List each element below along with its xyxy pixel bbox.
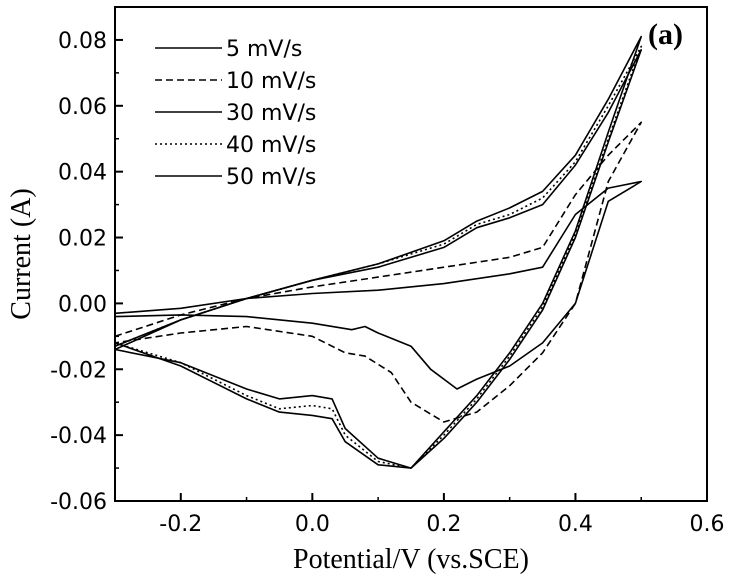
- ticks: [114, 38, 708, 502]
- y-tick-label: 0.02: [58, 227, 107, 252]
- y-axis-title: Current (A): [6, 188, 37, 319]
- tick-labels: -0.2 0.0 0.2 0.4 0.6 -0.06 -0.04 -0.02 0.00 0.02 0…: [50, 29, 724, 537]
- series-line-3: [114, 35, 643, 469]
- series-lines: [114, 35, 643, 469]
- x-tick-label: 0.4: [558, 512, 593, 537]
- legend-label-3: 30 mV/s: [226, 101, 316, 126]
- legend-label-4: 40 mV/s: [226, 133, 316, 158]
- y-tick-label: 0.04: [58, 161, 107, 186]
- x-tick-label: -0.2: [159, 512, 202, 537]
- legend: 5 mV/s 10 mV/s 30 mV/s 40 mV/s 50 mV/s: [155, 37, 316, 190]
- x-tick-label: 0.2: [426, 512, 461, 537]
- series-line-1: [114, 180, 643, 390]
- series-line-5: [114, 48, 643, 469]
- plot-frame: [114, 6, 708, 502]
- y-tick-label: -0.04: [50, 424, 107, 449]
- x-axis-title: Potential/V (vs.SCE): [293, 544, 529, 575]
- y-tick-label: 0.00: [58, 292, 107, 317]
- y-tick-label: -0.06: [50, 490, 107, 515]
- y-tick-label: 0.06: [58, 95, 107, 120]
- panel-label: (a): [648, 18, 683, 51]
- series-line-2: [114, 121, 643, 423]
- legend-label-5: 50 mV/s: [226, 165, 316, 190]
- legend-label-2: 10 mV/s: [226, 69, 316, 94]
- x-tick-label: 0.6: [690, 512, 725, 537]
- series-line-4: [114, 45, 643, 469]
- x-tick-label: 0.0: [295, 512, 330, 537]
- y-tick-label: -0.02: [50, 358, 107, 383]
- y-tick-label: 0.08: [58, 29, 107, 54]
- legend-label-1: 5 mV/s: [226, 37, 302, 62]
